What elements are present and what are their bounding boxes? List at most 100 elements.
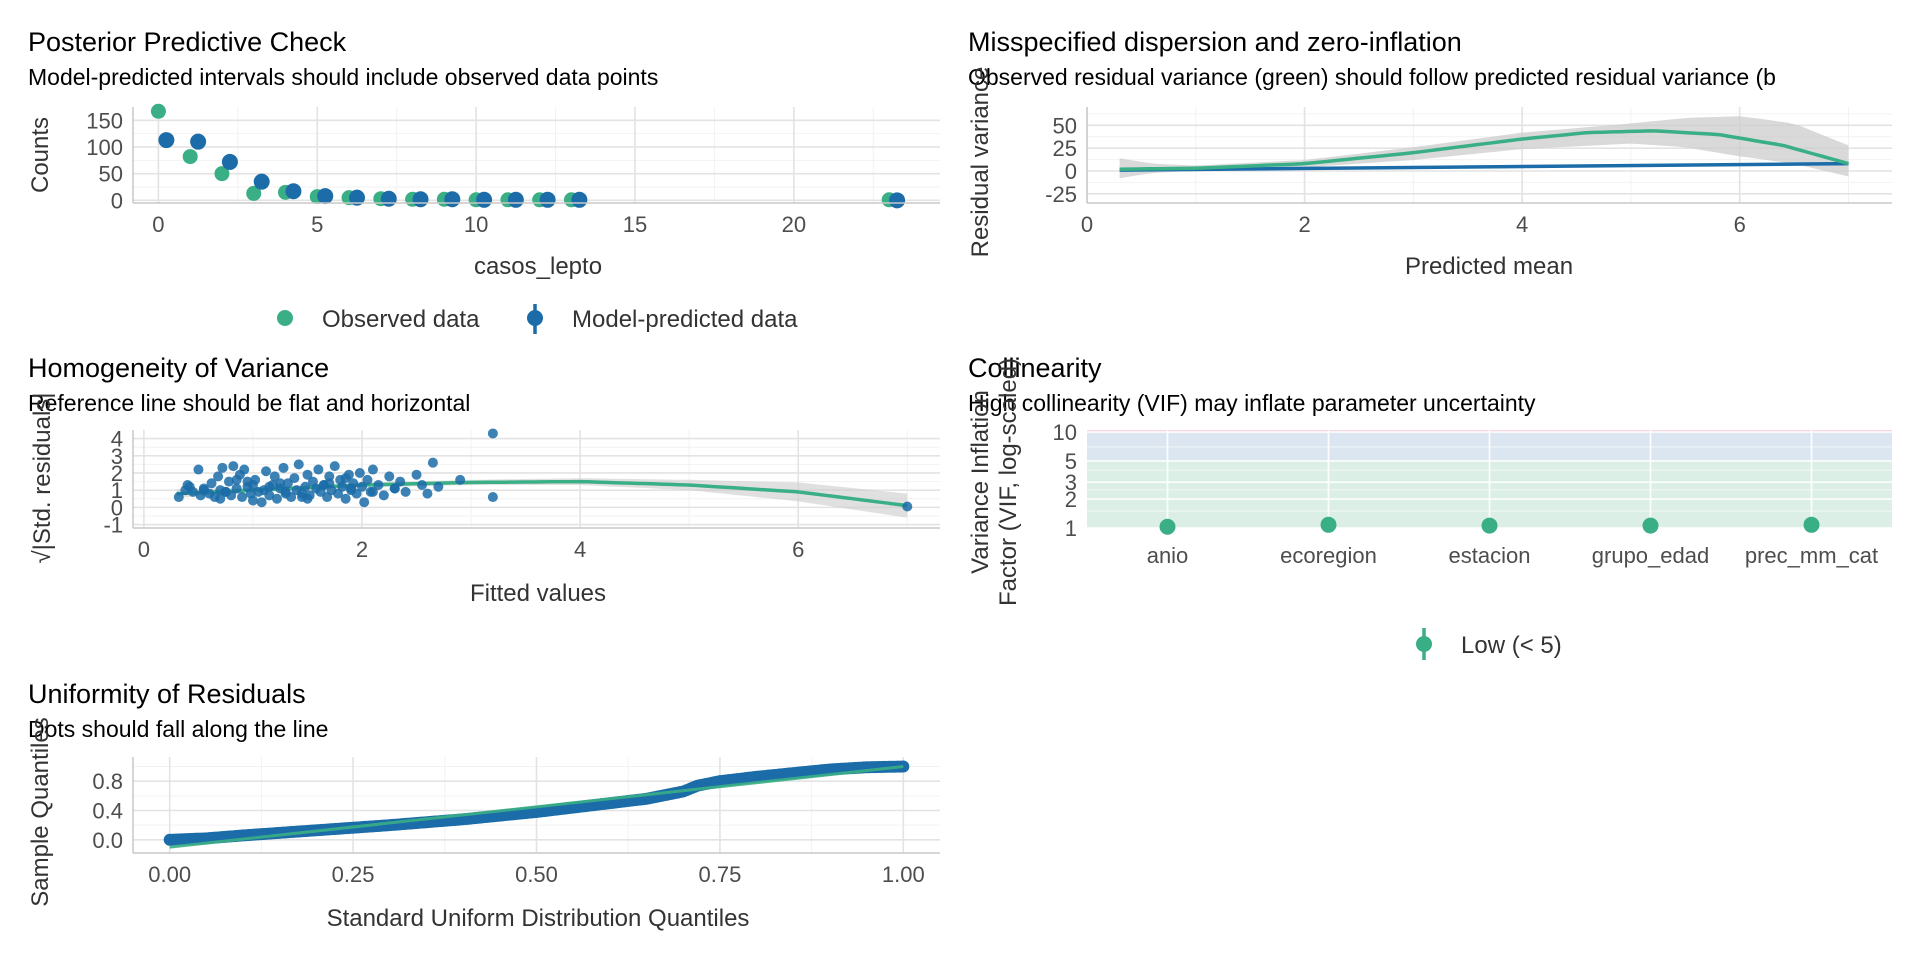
qq-subtitle: Dots should fall along the line [28,716,328,742]
disp-y-tick-label: 25 [1053,136,1077,161]
legend-predicted-label: Model-predicted data [572,306,798,333]
residual-point [313,464,324,475]
predicted-point [539,191,556,208]
residual-point [346,483,357,494]
legend-observed-swatch [277,310,293,326]
vif-x-tick-label: prec_mm_cat [1745,543,1878,568]
vif-x-tick-label: estacion [1449,543,1531,568]
residual-point [362,474,373,485]
residual-point [220,486,231,497]
ppc-x-tick-label: 10 [464,212,488,237]
disp-title: Misspecified dispersion and zero-inflati… [968,27,1462,57]
residual-point [300,481,311,492]
disp-ylabel: Residual variance [967,67,994,258]
residual-point [416,480,427,491]
vif-legend: Low (< 5) [1416,628,1562,660]
residual-point [228,461,239,472]
homog-x-tick-label: 0 [138,537,150,562]
panel-collinearity: Collinearity High collinearity (VIF) may… [967,353,1892,660]
ppc-x-tick-label: 20 [782,212,806,237]
vif-y-tick-label: 1 [1065,516,1077,541]
ppc-ylabel: Counts [27,117,54,193]
residual-point [337,481,348,492]
qq-y-tick-label: 0.4 [92,798,123,823]
ppc-x-tick-label: 5 [311,212,323,237]
homog-x-tick-label: 4 [574,537,586,562]
predicted-point [380,190,397,207]
ppc-xlabel: casos_lepto [474,253,602,280]
residual-point [275,478,286,489]
vif-point [1803,516,1820,533]
ppc-legend: Observed data Model-predicted data [277,304,798,334]
residual-point [231,483,242,494]
predicted-point [889,192,906,209]
residual-point [217,462,228,473]
vif-point [1481,517,1498,534]
qq-x-tick-label: 0.25 [332,862,375,887]
residual-point [198,485,209,496]
residual-point [231,474,242,485]
residual-point [237,492,248,503]
residual-point [293,459,304,470]
residual-point [264,490,275,501]
residual-point [902,501,913,512]
observed-point [182,149,198,165]
ppc-x-tick-label: 0 [152,212,164,237]
vif-x-tick-label: anio [1147,543,1189,568]
vif-point [1159,518,1176,535]
residual-point [173,492,184,503]
predicted-point [348,189,365,206]
panel-uniformity: Uniformity of Residuals Dots should fall… [27,679,940,932]
residual-point [206,478,217,489]
homog-x-tick-label: 6 [792,537,804,562]
vif-point [1642,517,1659,534]
qq-x-tick-label: 0.75 [698,862,741,887]
observed-point [150,103,166,119]
residual-point [239,464,250,475]
residual-point [395,476,406,487]
residual-point [329,461,340,472]
homog-xlabel: Fitted values [470,580,606,607]
legend-low-label: Low (< 5) [1461,632,1562,659]
qq-x-tick-label: 0.50 [515,862,558,887]
residual-point [324,471,335,482]
residual-point [354,467,365,478]
qq-title: Uniformity of Residuals [28,679,306,709]
vif-y-tick-label: 5 [1065,449,1077,474]
residual-point [487,428,498,439]
residual-point [215,493,226,504]
disp-y-tick-label: -25 [1045,182,1077,207]
homog-y-tick-label: 2 [111,461,123,486]
homog-subtitle: Reference line should be flat and horizo… [28,390,470,416]
residual-point [433,481,444,492]
residual-point [247,495,258,506]
disp-y-tick-label: 0 [1065,159,1077,184]
residual-point [389,483,400,494]
vif-x-tick-label: ecoregion [1280,543,1377,568]
legend-low-swatch [1416,636,1432,652]
residual-point [297,492,308,503]
residual-point [340,473,351,484]
predicted-variance-line [1119,161,1849,172]
predicted-point [507,191,524,208]
residual-point [378,490,389,501]
vif-point [1320,516,1337,533]
legend-observed-label: Observed data [322,306,480,333]
uniform-reference-line [169,765,904,849]
ppc-subtitle: Model-predicted intervals should include… [28,64,658,90]
residual-point [271,493,282,504]
residual-point [280,488,291,499]
disp-xlabel: Predicted mean [1405,253,1573,280]
predicted-point [476,191,493,208]
vif-y-tick-label: 3 [1065,470,1077,495]
residual-point [264,481,275,492]
vif-x-tick-label: grupo_edad [1592,543,1709,568]
ppc-y-tick-label: 50 [99,162,123,187]
residual-point [367,486,378,497]
residual-point [384,471,395,482]
predicted-point [190,133,207,150]
residual-point [373,480,384,491]
ppc-y-tick-label: 100 [86,135,123,160]
residual-point [213,471,224,482]
